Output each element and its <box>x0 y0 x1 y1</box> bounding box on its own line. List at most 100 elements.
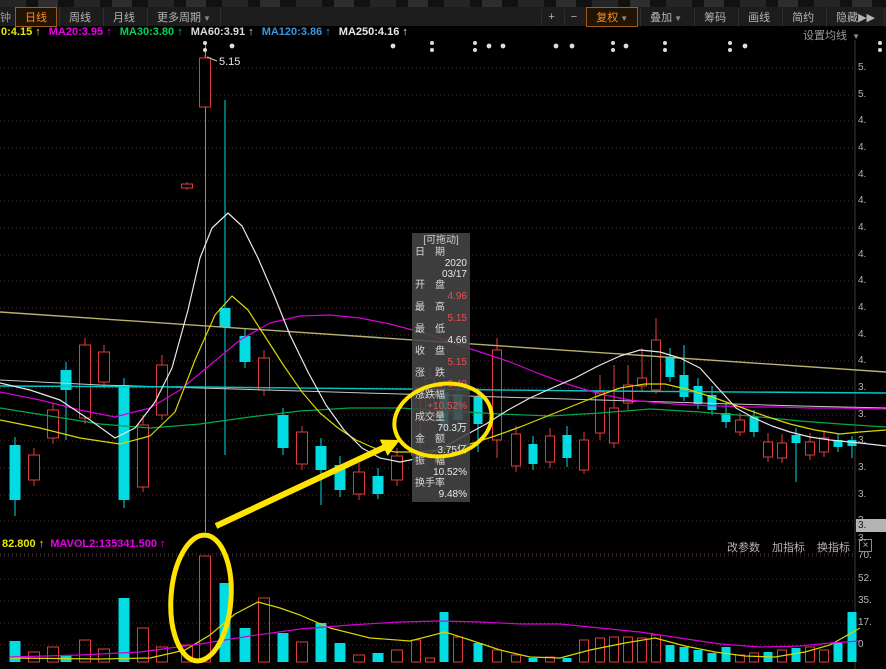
event-marker-icon <box>229 43 235 49</box>
event-marker-icon <box>390 43 396 49</box>
volume-bar <box>334 643 346 662</box>
volume-bar <box>847 612 857 662</box>
ma-value-label: MA120:3.86 ↑ <box>261 26 331 38</box>
toolbar-button-筹码[interactable]: 筹码 <box>694 6 736 27</box>
mavol-labels: 82.800 ↑ MAVOL2:135341.500 ↑ <box>2 538 172 550</box>
candle <box>391 448 403 486</box>
ma-labels: 0:4.15 ↑ MA20:3.95 ↑ MA30:3.80 ↑ MA60:3.91 … <box>1 26 416 38</box>
price-axis-label: 4. <box>858 355 867 366</box>
candle <box>334 456 346 497</box>
candle <box>721 403 731 428</box>
tab-日线[interactable]: 日线 <box>15 6 57 27</box>
indicator-button-换指标[interactable]: 换指标 <box>817 542 850 554</box>
toolbar-button-画线[interactable]: 画线 <box>738 6 780 27</box>
indicator-close-button[interactable]: × <box>859 539 872 552</box>
tooltip-field-label: 换手率 <box>415 478 445 489</box>
tooltip-field-label: 涨 跌 <box>415 368 445 379</box>
tab-月线[interactable]: 月线 <box>103 6 145 27</box>
event-marker-icon <box>611 41 615 52</box>
candle <box>258 350 270 396</box>
set-ma-dropdown[interactable]: 设置均线 ▼ <box>803 27 860 43</box>
volume-bar <box>353 654 365 663</box>
event-marker-icon <box>500 43 506 49</box>
candle <box>98 345 110 388</box>
toolbar-right-buttons: + − 复权 ▼ 叠加 ▼ 筹码 画线 简约 隐藏▶▶ <box>540 6 886 27</box>
event-marker-icon <box>473 41 477 52</box>
price-axis-label: 3. <box>858 462 867 473</box>
event-marker-icon <box>623 43 629 49</box>
candle <box>9 437 21 516</box>
volume-bar <box>296 641 308 663</box>
candle <box>156 355 168 420</box>
ma-value-label: MA60:3.91 ↑ <box>190 26 254 38</box>
toolbar-button-叠加[interactable]: 叠加 ▼ <box>640 6 692 27</box>
volume-bar <box>511 654 521 663</box>
candle <box>219 100 231 455</box>
indicator-button-改参数[interactable]: 改参数 <box>727 542 760 554</box>
tooltip-field-label: 最 低 <box>415 324 445 335</box>
candle <box>819 430 829 457</box>
volume-bar <box>473 643 483 662</box>
chevron-down-icon: ▼ <box>203 13 211 23</box>
volume-bar <box>721 647 731 662</box>
tooltip-field-value: 5.15 <box>447 357 467 368</box>
volume-bar <box>277 633 289 662</box>
candle <box>47 403 59 444</box>
candle <box>791 428 801 482</box>
ma-value-label: MA250:4.16 ↑ <box>338 26 408 38</box>
candle <box>239 328 251 368</box>
event-marker-icon <box>553 43 559 49</box>
candle <box>199 55 211 108</box>
volume-bar <box>562 658 572 662</box>
volume-bar <box>199 555 211 663</box>
volume-bar <box>239 628 251 662</box>
volume-axis-label: 35. <box>858 595 872 606</box>
tab-周线[interactable]: 周线 <box>59 6 101 27</box>
volume-bar <box>819 649 829 663</box>
tooltip-field-label: 收 盘 <box>415 346 445 357</box>
candle <box>60 362 72 440</box>
candle <box>372 468 384 499</box>
set-ma-label: 设置均线 <box>803 30 848 42</box>
event-marker-icon <box>569 43 575 49</box>
toolbar-button-复权[interactable]: 复权 ▼ <box>586 6 639 27</box>
candle <box>277 408 289 455</box>
ma-indicator-row: 0:4.15 ↑ MA20:3.95 ↑ MA30:3.80 ↑ MA60:3.91 … <box>0 26 886 43</box>
candle <box>735 413 745 436</box>
tooltip-field-label: 成交量 <box>415 412 445 423</box>
candle <box>579 432 589 474</box>
candle <box>545 428 555 468</box>
volume-bar <box>411 639 421 663</box>
indicator-button-加指标[interactable]: 加指标 <box>772 542 805 554</box>
volume-bar <box>47 646 59 663</box>
tooltip-field-value: 4.66 <box>447 335 467 346</box>
candle <box>749 410 759 437</box>
ma-value-label: MA30:3.80 ↑ <box>119 26 183 38</box>
toolbar-button-−[interactable]: − <box>563 8 584 25</box>
event-marker-icon <box>742 43 748 49</box>
candle <box>562 426 572 467</box>
volume-bar <box>528 658 538 662</box>
tab-更多周期[interactable]: 更多周期 ▼ <box>147 6 221 27</box>
data-tooltip[interactable]: [可拖动] 日 期 2020 03/17 开 盘 4.96 最 高 5.15 最 低 4.66 收… <box>412 233 470 502</box>
chevron-down-icon: ▼ <box>620 13 629 23</box>
ma-value-label: MA20:3.95 ↑ <box>48 26 112 38</box>
volume-bar <box>258 597 270 663</box>
volume-bar <box>637 637 647 663</box>
volume-bar <box>595 637 605 663</box>
volume-bar <box>492 649 502 663</box>
toolbar-button-简约[interactable]: 简约 <box>782 6 824 27</box>
tooltip-field-value: 70.3万 <box>437 423 467 434</box>
price-axis-label: 4. <box>858 329 867 340</box>
price-axis-label: 4. <box>858 302 867 313</box>
top-menu-strip <box>0 0 886 7</box>
candle <box>637 348 647 391</box>
volume-bar <box>749 652 759 663</box>
toolbar-button-+[interactable]: + <box>541 8 561 25</box>
tooltip-field-value: 03/17 <box>441 269 467 280</box>
tooltip-field-label: 开 盘 <box>415 280 445 291</box>
tooltip-field-label: 日 期 <box>415 247 445 258</box>
tooltip-field-label: 最 高 <box>415 302 445 313</box>
toolbar-button-隐藏▶▶[interactable]: 隐藏▶▶ <box>826 6 885 27</box>
